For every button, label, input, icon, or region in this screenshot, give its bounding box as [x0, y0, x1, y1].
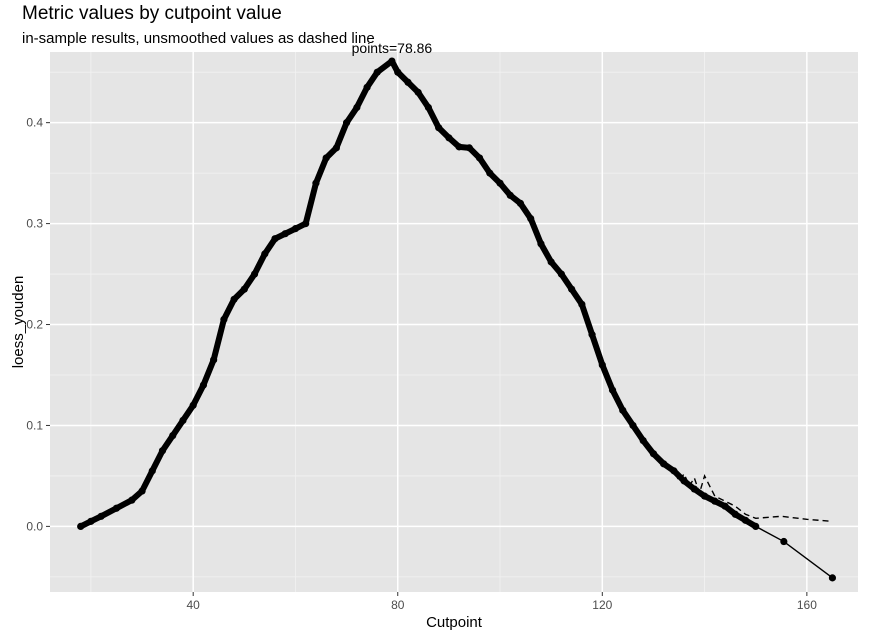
data-point: [465, 144, 473, 152]
data-point: [312, 179, 320, 187]
data-point: [557, 270, 565, 278]
data-point: [128, 496, 136, 504]
data-point: [649, 450, 658, 458]
data-point: [240, 285, 248, 293]
data-point: [455, 143, 463, 151]
data-point: [680, 477, 688, 485]
data-point: [230, 295, 238, 303]
grid-lines: [50, 52, 858, 592]
data-point: [220, 315, 228, 324]
optimal-cutpoint-label: points=78.86: [352, 40, 433, 56]
data-point: [302, 219, 310, 228]
y-axis-title: loess_youden: [10, 276, 27, 369]
data-point: [828, 574, 837, 582]
data-point: [77, 522, 85, 530]
data-point: [475, 154, 484, 162]
data-point: [169, 431, 177, 440]
data-point: [660, 460, 668, 468]
data-point: [496, 179, 504, 187]
data-point: [598, 361, 606, 369]
data-point: [404, 78, 412, 86]
data-point: [700, 492, 709, 500]
data-point: [148, 467, 156, 475]
data-point: [388, 57, 396, 65]
data-point: [281, 230, 289, 238]
data-point: [445, 134, 453, 142]
data-point: [261, 250, 269, 258]
data-point: [138, 487, 146, 495]
data-point: [210, 356, 218, 364]
data-point: [629, 421, 637, 430]
data-point: [414, 88, 422, 96]
data-point: [639, 436, 647, 445]
data-point: [250, 270, 259, 278]
data-point: [527, 214, 535, 223]
data-point: [506, 191, 514, 199]
data-point: [619, 406, 627, 414]
data-point: [373, 68, 381, 76]
data-point: [179, 416, 187, 425]
data-point: [97, 512, 105, 520]
data-point: [424, 103, 433, 112]
y-tick-label: 0.2: [26, 318, 43, 332]
data-point: [343, 119, 351, 127]
data-point: [711, 497, 719, 505]
data-point: [271, 235, 279, 243]
data-point: [112, 504, 121, 512]
data-point: [158, 447, 167, 455]
data-point: [578, 300, 586, 308]
data-point: [291, 225, 300, 233]
data-point: [568, 285, 576, 293]
data-point: [547, 258, 555, 266]
data-point: [537, 240, 545, 248]
chart-title: Metric values by cutpoint value: [22, 3, 282, 24]
data-point: [486, 169, 494, 177]
data-point: [322, 154, 330, 162]
data-point: [670, 467, 678, 475]
data-point: [363, 83, 371, 91]
data-point: [780, 537, 788, 546]
axis-ticks: 40 80 120 160 0.0 0.1 0.2 0.3 0.4: [26, 116, 817, 612]
x-tick-label: 40: [187, 598, 201, 612]
data-point: [435, 124, 443, 132]
data-point: [588, 331, 596, 339]
data-point: [516, 199, 525, 208]
data-point: [721, 502, 729, 510]
y-tick-label: 0.3: [26, 217, 43, 231]
y-tick-label: 0.4: [26, 116, 43, 130]
plot-panel: [50, 52, 858, 592]
data-point: [690, 485, 698, 493]
x-tick-label: 80: [391, 598, 405, 612]
data-point: [608, 386, 617, 394]
data-point: [731, 510, 739, 518]
data-point: [394, 68, 402, 76]
data-point: [199, 381, 208, 389]
data-point: [332, 144, 340, 152]
chart-subtitle: in-sample results, unsmoothed values as …: [22, 30, 375, 47]
data-point: [87, 517, 95, 525]
y-tick-label: 0.1: [26, 418, 43, 432]
data-point: [353, 103, 361, 112]
data-point: [189, 401, 197, 409]
y-tick-label: 0.0: [26, 519, 43, 533]
data-point: [741, 516, 750, 524]
data-point: [752, 522, 760, 530]
smoothed-series: [77, 57, 837, 582]
x-tick-label: 160: [797, 598, 817, 612]
x-axis-title: Cutpoint: [426, 614, 483, 631]
x-tick-label: 120: [592, 598, 612, 612]
